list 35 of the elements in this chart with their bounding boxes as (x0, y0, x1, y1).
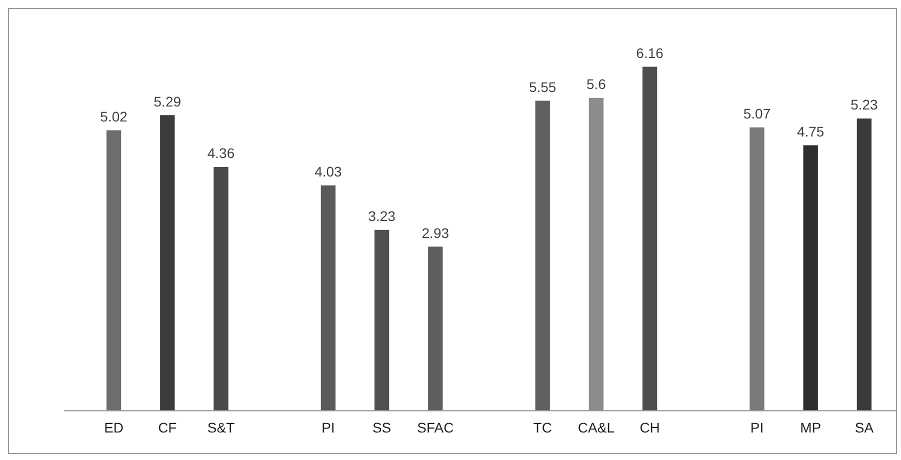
data-label: 5.23 (850, 96, 878, 113)
data-label: 5.29 (154, 93, 182, 110)
bar (803, 145, 818, 410)
data-label: 5.55 (528, 78, 556, 95)
x-tick-label: PI (322, 419, 335, 436)
data-label: 5.07 (743, 106, 771, 122)
bar (106, 130, 122, 410)
bar (428, 246, 443, 410)
data-label: 5.02 (100, 108, 128, 124)
x-tick-label: TC (533, 419, 552, 436)
x-tick-label: SFAC (417, 419, 454, 436)
data-label: 3.23 (368, 208, 396, 224)
data-label: 6.16 (636, 44, 664, 61)
x-tick-label: ED (104, 419, 124, 436)
x-tick-label: SS (372, 419, 392, 436)
data-label: 5.6 (586, 76, 606, 92)
x-tick-label: CH (640, 419, 660, 436)
bar (535, 100, 550, 410)
x-tick-label: CA&L (578, 419, 615, 436)
bar (856, 118, 872, 410)
data-label: 4.75 (796, 123, 824, 140)
x-tick-label: CF (158, 419, 177, 436)
data-label: 4.36 (207, 145, 235, 162)
data-label: 2.93 (422, 224, 450, 241)
bar (214, 166, 228, 410)
bar (160, 115, 175, 410)
x-tick-label: MP (800, 419, 822, 436)
x-tick-label: S&T (207, 419, 236, 436)
bar (320, 185, 336, 410)
x-tick-label: SA (854, 419, 874, 436)
data-label: 4.03 (314, 164, 342, 180)
bar (374, 230, 390, 410)
bar (642, 66, 658, 410)
x-tick-label: PI (750, 419, 764, 436)
bar (750, 127, 764, 410)
